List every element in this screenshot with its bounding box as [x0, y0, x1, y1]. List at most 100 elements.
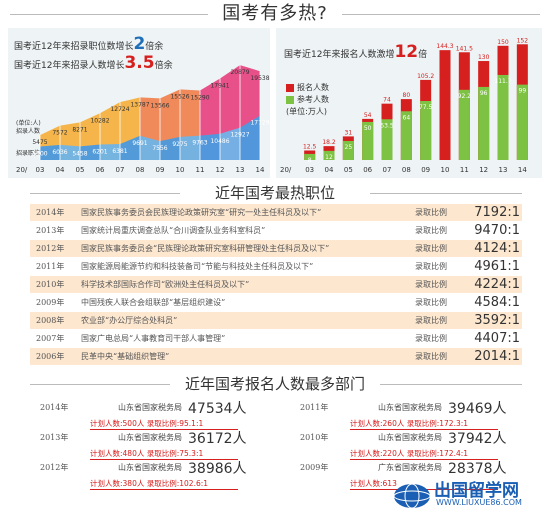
- examinees-value-label: 53.5: [380, 122, 394, 129]
- examinees-bar: [458, 89, 470, 160]
- unit-label: (单位:人): [16, 120, 41, 127]
- positions-area-segment: [40, 144, 60, 160]
- left-headline-2-suffix: 倍余: [154, 61, 173, 71]
- department-name: 山东省国家税务局: [118, 433, 182, 442]
- department-count: 47534人: [188, 401, 247, 417]
- position-row: 2014年 国家民族事务委员会民族理论政策研究室“研究一处主任科员及以下” 录取比例…: [30, 204, 522, 222]
- position-year: 2008年: [36, 316, 65, 325]
- position-row: 2010年 科学技术部国际合作司“欧洲处主任科员及以下” 录取比例 4224:1: [30, 276, 522, 294]
- position-year: 2011年: [36, 262, 65, 271]
- legend-unit: (单位:万人): [286, 107, 327, 116]
- position-ratio: 4407:1: [474, 331, 520, 346]
- applicants-bar-chart: 12.5 8 03 18.2 12 04 31 25 05 54 50 06 74 53.5 07 80 64 0…: [280, 37, 528, 174]
- examinees-bar: [323, 150, 335, 160]
- positions-area-segment: [200, 133, 220, 160]
- positions-value-label: 7556: [152, 145, 167, 152]
- examinees-value-label: 8: [308, 157, 312, 164]
- position-row: 2011年 国家能源局能源节约和科技装备司“节能与科技处主任科员及以下” 录取比例 4…: [30, 258, 522, 276]
- title-bar: 国考有多热?: [0, 0, 550, 28]
- applicants-value-label: 80: [403, 92, 411, 99]
- applicants-value-label: 74: [383, 97, 391, 104]
- position-year: 2010年: [36, 280, 65, 289]
- x-tick-label: 06: [96, 166, 105, 174]
- left-headline-2-text: 国考近12年来招录人数增长: [14, 61, 125, 71]
- people-value-label: 15526: [170, 93, 189, 100]
- applicants-value-label: 150: [497, 39, 509, 46]
- department-name: 山东省国家税务局: [378, 403, 442, 412]
- department-year: 2009年: [300, 463, 329, 472]
- positions-divider-right: [370, 193, 522, 194]
- position-year: 2014年: [36, 208, 65, 217]
- position-ratio: 4224:1: [474, 277, 520, 292]
- department-name: 广东省国家税务局: [378, 463, 442, 472]
- legend-examinees-swatch: [286, 95, 294, 104]
- position-row: 2009年 中国残疾人联合会组联部“基层组织建设” 录取比例 4584:1: [30, 294, 522, 312]
- position-ratio: 9470:1: [474, 223, 520, 238]
- watermark-url: WWW.LIUXUE86.COM: [436, 498, 522, 507]
- department-entry: 2014年 山东省国家税务局 47534人 计划人数:500人 录取比例:95.1:1: [40, 398, 260, 436]
- examinees-value-label: 50: [364, 125, 372, 132]
- position-ratio: 4124:1: [474, 241, 520, 256]
- left-headline-1-text: 国考近12年来招录职位数增长: [14, 42, 134, 52]
- department-count: 28378人: [448, 461, 507, 477]
- department-detail: 计划人数:500人 录取比例:95.1:1: [90, 418, 238, 430]
- applicants-value-label: 144.3: [436, 43, 453, 50]
- ratio-label: 录取比例: [415, 298, 447, 307]
- legend-applicants-label: 报名人数: [297, 83, 329, 92]
- left-headline-2: 国考近12年来招录人数增长3.5倍余: [14, 53, 173, 73]
- department-entry: 2010年 山东省国家税务局 37942人 计划人数:220人 录取比例:172.4:…: [300, 428, 520, 466]
- x-tick-label: 13: [499, 166, 508, 174]
- position-name: 农业部“办公厅综合处科员”: [81, 316, 178, 325]
- x-tick-label: 08: [402, 166, 411, 174]
- department-year: 2013年: [40, 433, 69, 442]
- people-value-label: 19538: [250, 75, 269, 82]
- examinees-bar: [304, 153, 316, 160]
- examinees-bar: [362, 121, 374, 160]
- department-name: 山东省国家税务局: [118, 403, 182, 412]
- positions-value-label: 6201: [92, 148, 107, 155]
- applicants-value-label: 18.2: [322, 139, 336, 146]
- x-tick-label: 14: [256, 166, 265, 174]
- department-count: 37942人: [448, 431, 507, 447]
- department-entry: 2013年 山东省国家税务局 36172人 计划人数:480人 录取比例:75.3:1: [40, 428, 260, 466]
- x-axis-prefix: 20/: [16, 166, 28, 174]
- x-tick-label: 05: [344, 166, 353, 174]
- positions-value-label: 9763: [192, 140, 207, 147]
- x-tick-label: 07: [116, 166, 125, 174]
- position-ratio: 3592:1: [474, 313, 520, 328]
- positions-axis-label: 招录职位: [16, 150, 41, 157]
- legend-examinees-label: 参考人数: [297, 95, 329, 104]
- x-tick-label: 14: [518, 166, 527, 174]
- positions-area-segment: [60, 144, 80, 160]
- watermark-logo: 出国留学网 WWW.LIUXUE86.COM: [392, 474, 550, 512]
- positions-value-label: 6381: [112, 148, 127, 155]
- positions-area-segment: [180, 135, 200, 160]
- right-headline: 国考近12年来报名人数激增12倍: [284, 42, 427, 62]
- department-entry: 2012年 山东省国家税务局 38986人 计划人数:380人 录取比例:102.6:…: [40, 458, 260, 496]
- people-value-label: 12724: [110, 106, 129, 113]
- ratio-label: 录取比例: [415, 316, 447, 325]
- department-year: 2012年: [40, 463, 69, 472]
- ratio-label: 录取比例: [415, 334, 447, 343]
- x-tick-label: 03: [36, 166, 45, 174]
- hottest-positions-table: 2014年 国家民族事务委员会民族理论政策研究室“研究一处主任科员及以下” 录取比例…: [30, 204, 522, 366]
- positions-value-label: 6036: [52, 149, 67, 156]
- position-name: 科学技术部国际合作司“欧洲处主任科员及以下”: [81, 280, 250, 289]
- position-row: 2008年 农业部“办公厅综合处科员” 录取比例 3592:1: [30, 312, 522, 330]
- applicants-value-label: 31: [345, 129, 353, 136]
- position-row: 2007年 国家广电总局“人事教育司干部人事管理” 录取比例 4407:1: [30, 330, 522, 348]
- ratio-label: 录取比例: [415, 208, 447, 217]
- positions-value-label: 10486: [210, 138, 229, 145]
- examinees-value-label: 96: [480, 90, 488, 97]
- position-row: 2012年 国家民族事务委员会“民族理论政策研究室科研管理处主任科员及以下” 录取比…: [30, 240, 522, 258]
- department-year: 2011年: [300, 403, 329, 412]
- department-name: 山东省国家税务局: [378, 433, 442, 442]
- departments-divider-left: [30, 384, 170, 385]
- positions-value-label: 17729: [250, 120, 269, 127]
- people-value-label: 13566: [150, 102, 169, 109]
- right-headline-suffix: 倍: [418, 50, 428, 60]
- x-tick-label: 10: [441, 166, 450, 174]
- positions-value-label: 12927: [230, 132, 249, 139]
- x-tick-label: 09: [421, 166, 430, 174]
- applicants-value-label: 141.5: [456, 45, 473, 52]
